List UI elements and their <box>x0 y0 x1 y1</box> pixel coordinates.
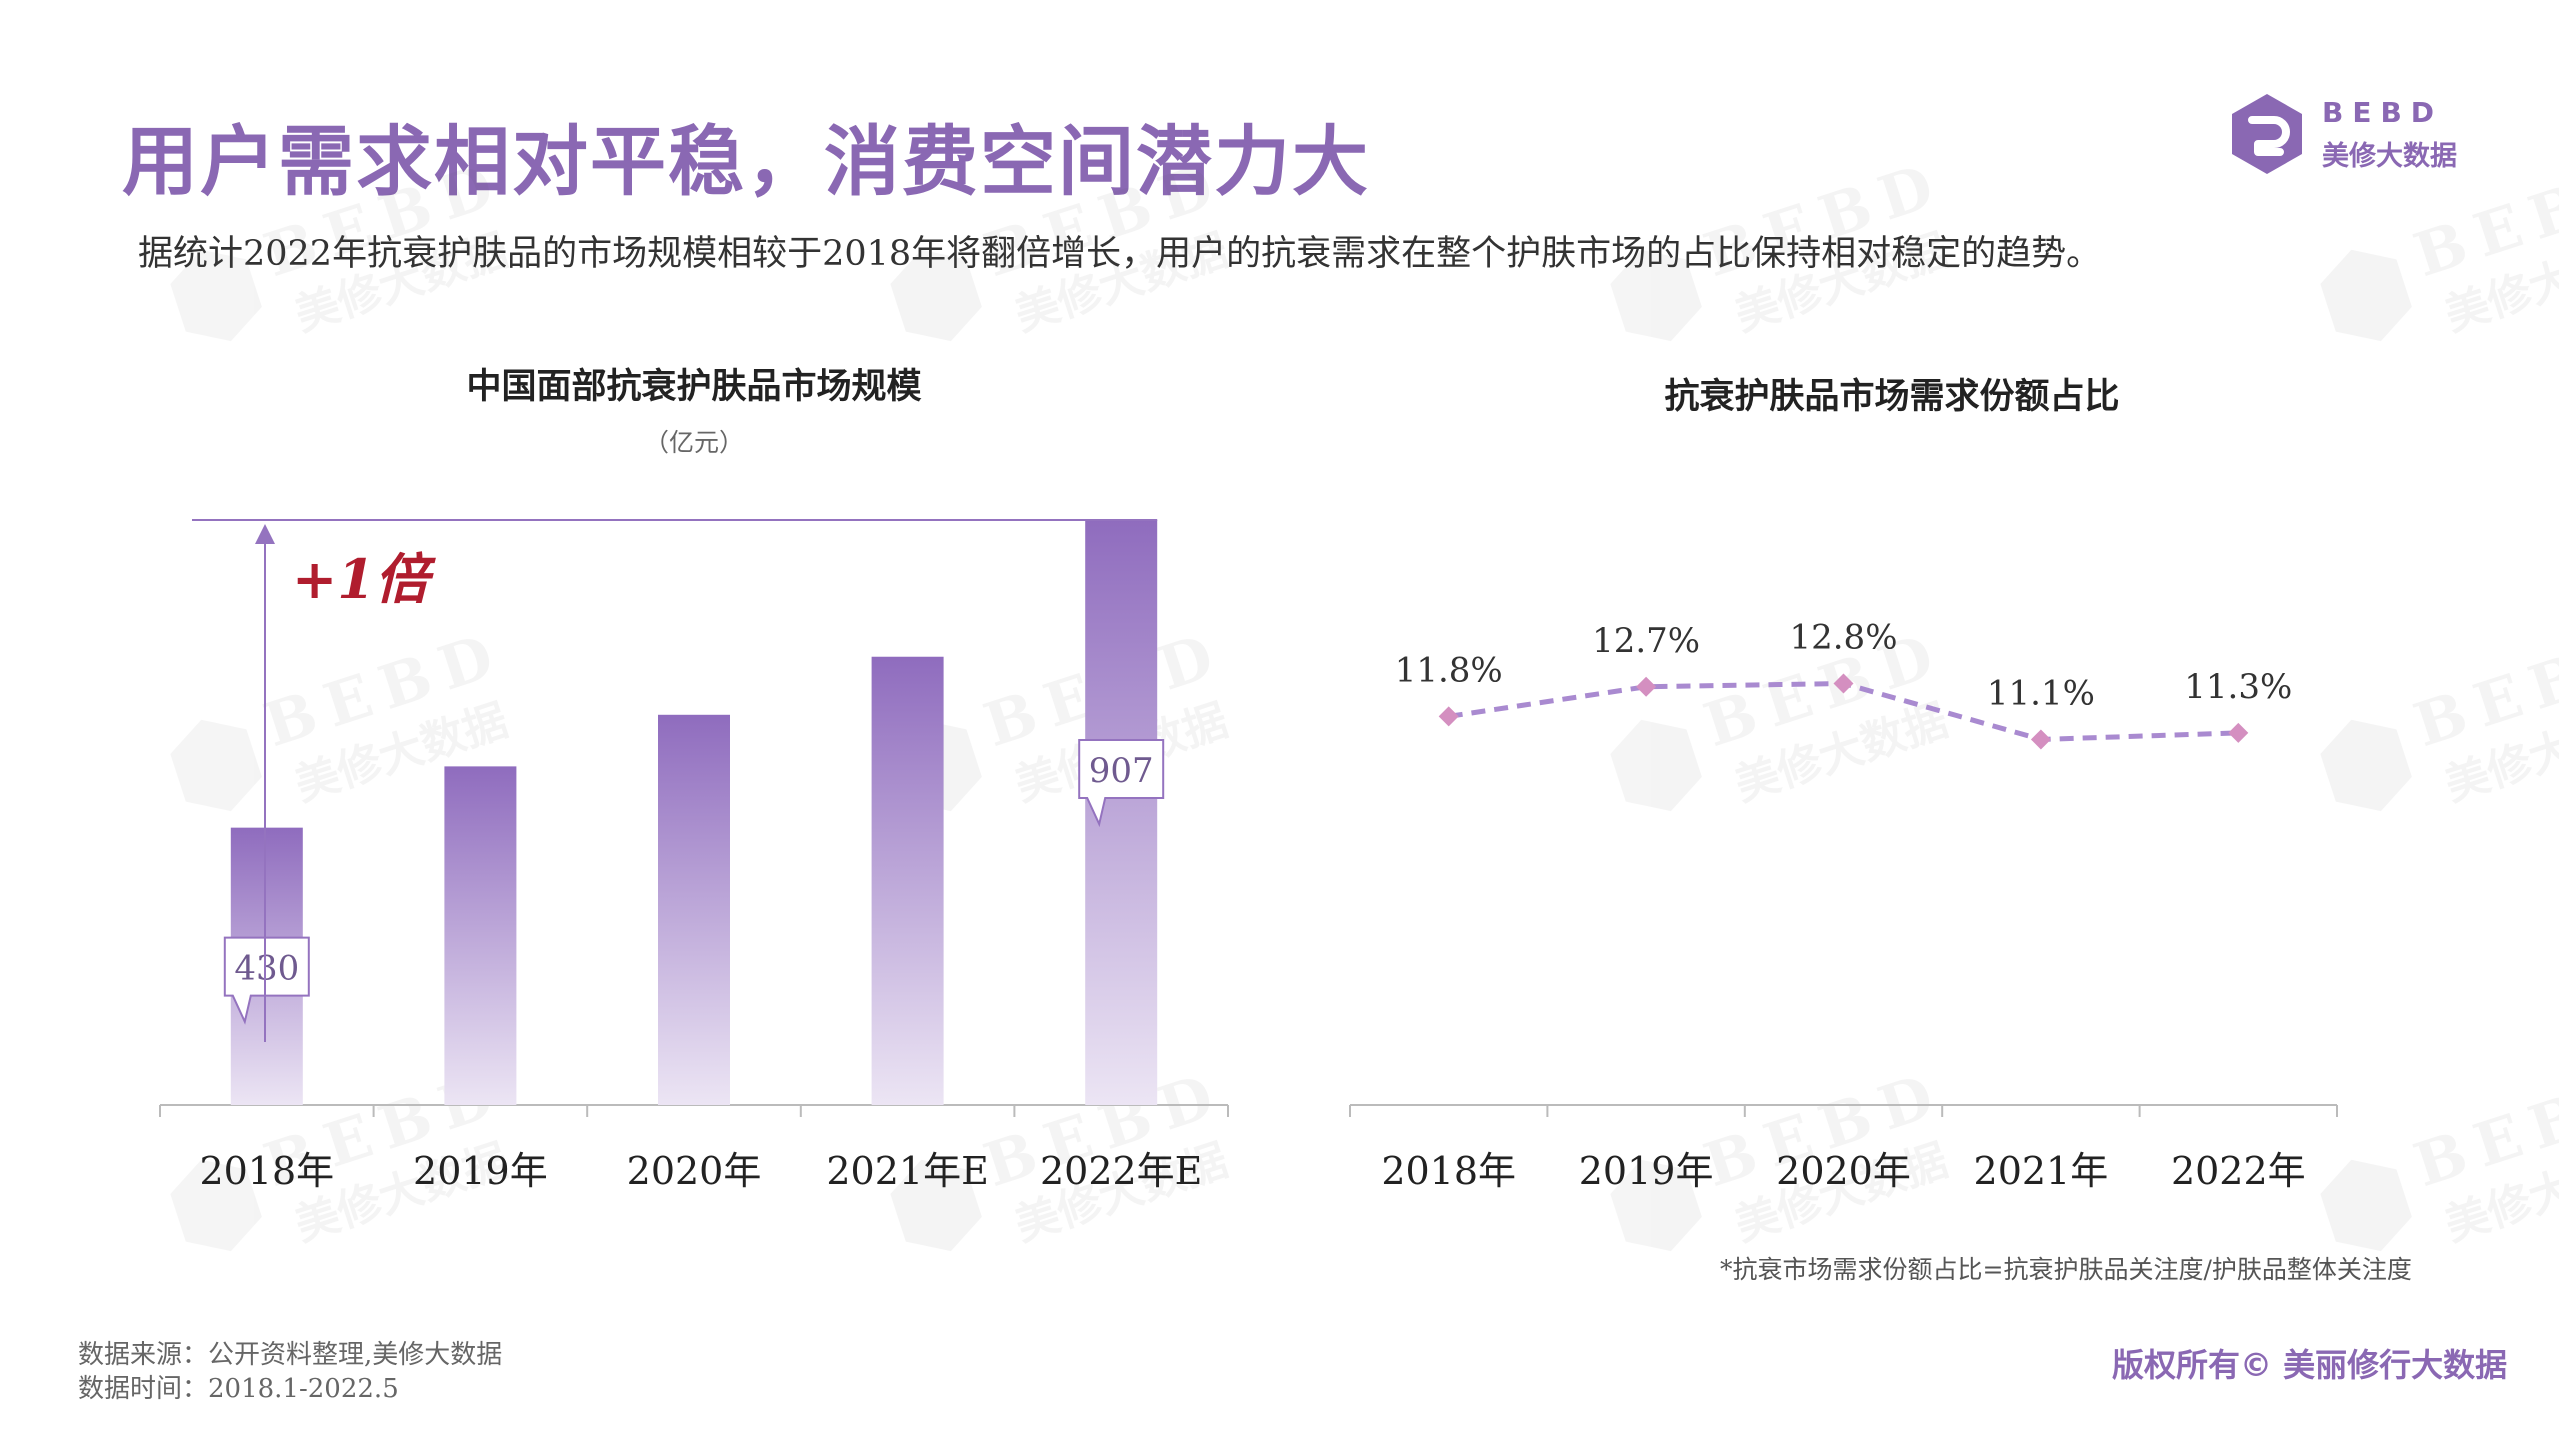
bar <box>444 766 517 1105</box>
logo-text-cn: 美修大数据 <box>2322 141 2457 172</box>
page-subtitle: 据统计2022年抗衰护肤品的市场规模相较于2018年将翻倍增长，用户的抗衰需求在… <box>138 234 2102 274</box>
logo-text-en: BEBD <box>2322 96 2444 129</box>
bebd-logo-icon <box>2232 94 2302 174</box>
copyright: 版权所有© 美丽修行大数据 <box>2112 1346 2508 1384</box>
source-line: 数据来源：公开资料整理,美修大数据 <box>78 1340 503 1370</box>
line-data-label: 12.8% <box>1789 617 1897 657</box>
page-title: 用户需求相对平稳，消费空间潜力大 <box>122 117 1370 206</box>
brand-logo: BEBD 美修大数据 <box>2228 92 2538 184</box>
line-category-label: 2019年 <box>1579 1149 1714 1193</box>
line-point <box>2228 722 2249 743</box>
line-category-label: 2020年 <box>1776 1149 1911 1193</box>
bar-chart-title: 中国面部抗衰护肤品市场规模 <box>466 367 922 407</box>
data-label-callout: 430 <box>223 936 310 1025</box>
bar-category-label: 2021年E <box>826 1149 988 1193</box>
footnote: *抗衰市场需求份额占比=抗衰护肤品关注度/护肤品整体关注度 <box>1720 1255 2412 1284</box>
bar-data-label: 907 <box>1089 751 1154 791</box>
bar <box>658 714 730 1105</box>
data-source: 数据来源：公开资料整理,美修大数据 数据时间：2018.1-2022.5 <box>78 1338 502 1406</box>
line-point <box>1438 706 1459 727</box>
bar-category-label: 2018年 <box>199 1149 334 1193</box>
line-point <box>1636 676 1657 697</box>
bar-category-label: 2020年 <box>627 1149 762 1193</box>
line-category-label: 2018年 <box>1381 1149 1516 1193</box>
line-point <box>2030 729 2051 750</box>
line-data-label: 12.7% <box>1592 621 1700 661</box>
line-category-label: 2022年 <box>2171 1149 2306 1193</box>
line-data-label: 11.1% <box>1987 673 2095 713</box>
line-chart: 11.8% 2018年 12.7% 2019年 12.8% 2020年 11.1% 2021年… <box>1349 617 2338 1193</box>
growth-annotation: +1倍 <box>292 547 437 611</box>
bar-chart: 2018年 2019年 2020年 2021年E 2022年E 430 907 +1倍 <box>159 519 1229 1193</box>
bar-category-label: 2022年E <box>1040 1149 1202 1193</box>
bar-category-label: 2019年 <box>413 1149 548 1193</box>
line-category-label: 2021年 <box>1974 1149 2109 1193</box>
bar-data-label: 430 <box>234 949 299 989</box>
source-time: 数据时间：2018.1-2022.5 <box>78 1374 399 1404</box>
data-label-callout: 907 <box>1078 739 1165 828</box>
line-data-label: 11.3% <box>2184 667 2292 707</box>
line-data-label: 11.8% <box>1395 650 1503 690</box>
bar <box>871 656 944 1105</box>
line-chart-title: 抗衰护肤品市场需求份额占比 <box>1664 377 2120 417</box>
line-point <box>1833 673 1854 694</box>
bar-chart-unit: （亿元） <box>643 428 745 457</box>
